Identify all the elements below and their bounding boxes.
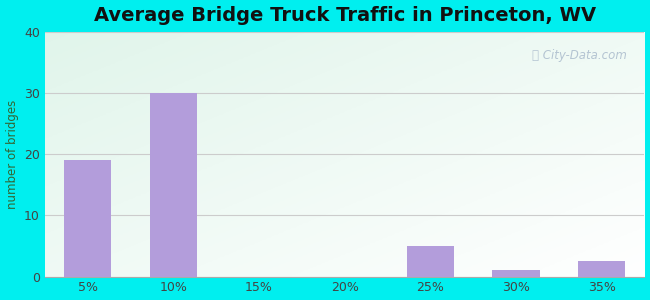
Bar	[578, 261, 625, 277]
Bar	[407, 246, 454, 277]
Text: ⓘ City-Data.com: ⓘ City-Data.com	[532, 49, 627, 62]
Y-axis label: number of bridges: number of bridges	[6, 100, 19, 209]
Bar	[64, 160, 111, 277]
Bar	[493, 271, 540, 277]
Title: Average Bridge Truck Traffic in Princeton, WV: Average Bridge Truck Traffic in Princeto…	[94, 6, 595, 25]
Bar	[150, 93, 197, 277]
